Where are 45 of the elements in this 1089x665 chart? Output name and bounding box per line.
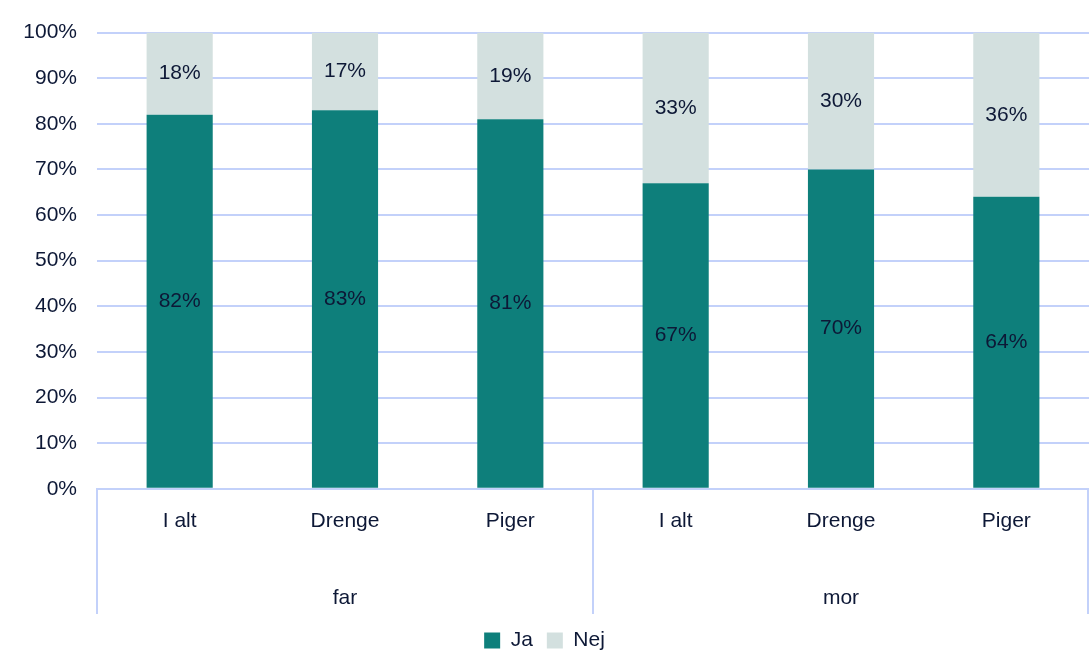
- data-label: 17%: [323, 58, 367, 82]
- y-tick-label: 90%: [34, 65, 77, 89]
- bar: [807, 169, 875, 488]
- bar: [146, 114, 213, 488]
- bar: [642, 183, 709, 488]
- x-tick-label: I alt: [162, 508, 197, 532]
- x-tick-label: I alt: [658, 508, 693, 532]
- data-label: 19%: [489, 62, 532, 86]
- bar: [311, 32, 379, 111]
- data-label: 33%: [654, 94, 697, 118]
- data-label: 83%: [323, 285, 367, 309]
- bar: [973, 32, 1040, 197]
- bar: [807, 32, 875, 170]
- data-label: 64%: [985, 329, 1028, 353]
- x-tick-label: Piger: [981, 508, 1031, 532]
- legend-label: Ja: [510, 627, 534, 651]
- y-tick-label: 70%: [34, 156, 77, 180]
- data-label: 82%: [158, 288, 201, 312]
- x-tick-label: Drenge: [806, 508, 876, 532]
- x-tick-label: Drenge: [310, 508, 380, 532]
- bar: [311, 110, 379, 488]
- data-label: 18%: [158, 60, 201, 84]
- y-tick-label: 0%: [46, 475, 77, 499]
- y-tick-label: 40%: [34, 293, 77, 317]
- x-tick-label: Piger: [485, 508, 535, 532]
- bar: [642, 32, 709, 184]
- data-label: 70%: [819, 315, 863, 339]
- bar: [146, 32, 213, 115]
- y-tick-label: 50%: [34, 247, 77, 271]
- y-tick-label: 80%: [34, 110, 77, 134]
- text: mor: [822, 584, 860, 608]
- data-label: 30%: [819, 87, 863, 111]
- text: far: [332, 584, 358, 608]
- data-label: 36%: [985, 101, 1028, 125]
- y-tick-label: 20%: [34, 384, 77, 408]
- bar: [477, 32, 544, 120]
- legend-label: Nej: [573, 627, 605, 651]
- data-label: 67%: [654, 322, 697, 346]
- data-label: 81%: [489, 290, 532, 314]
- bar: [973, 196, 1040, 488]
- y-tick-label: 30%: [34, 338, 77, 362]
- y-tick-label: 100%: [23, 19, 77, 43]
- bar: [477, 119, 544, 488]
- y-tick-label: 60%: [34, 201, 77, 225]
- y-tick-label: 10%: [34, 429, 77, 453]
